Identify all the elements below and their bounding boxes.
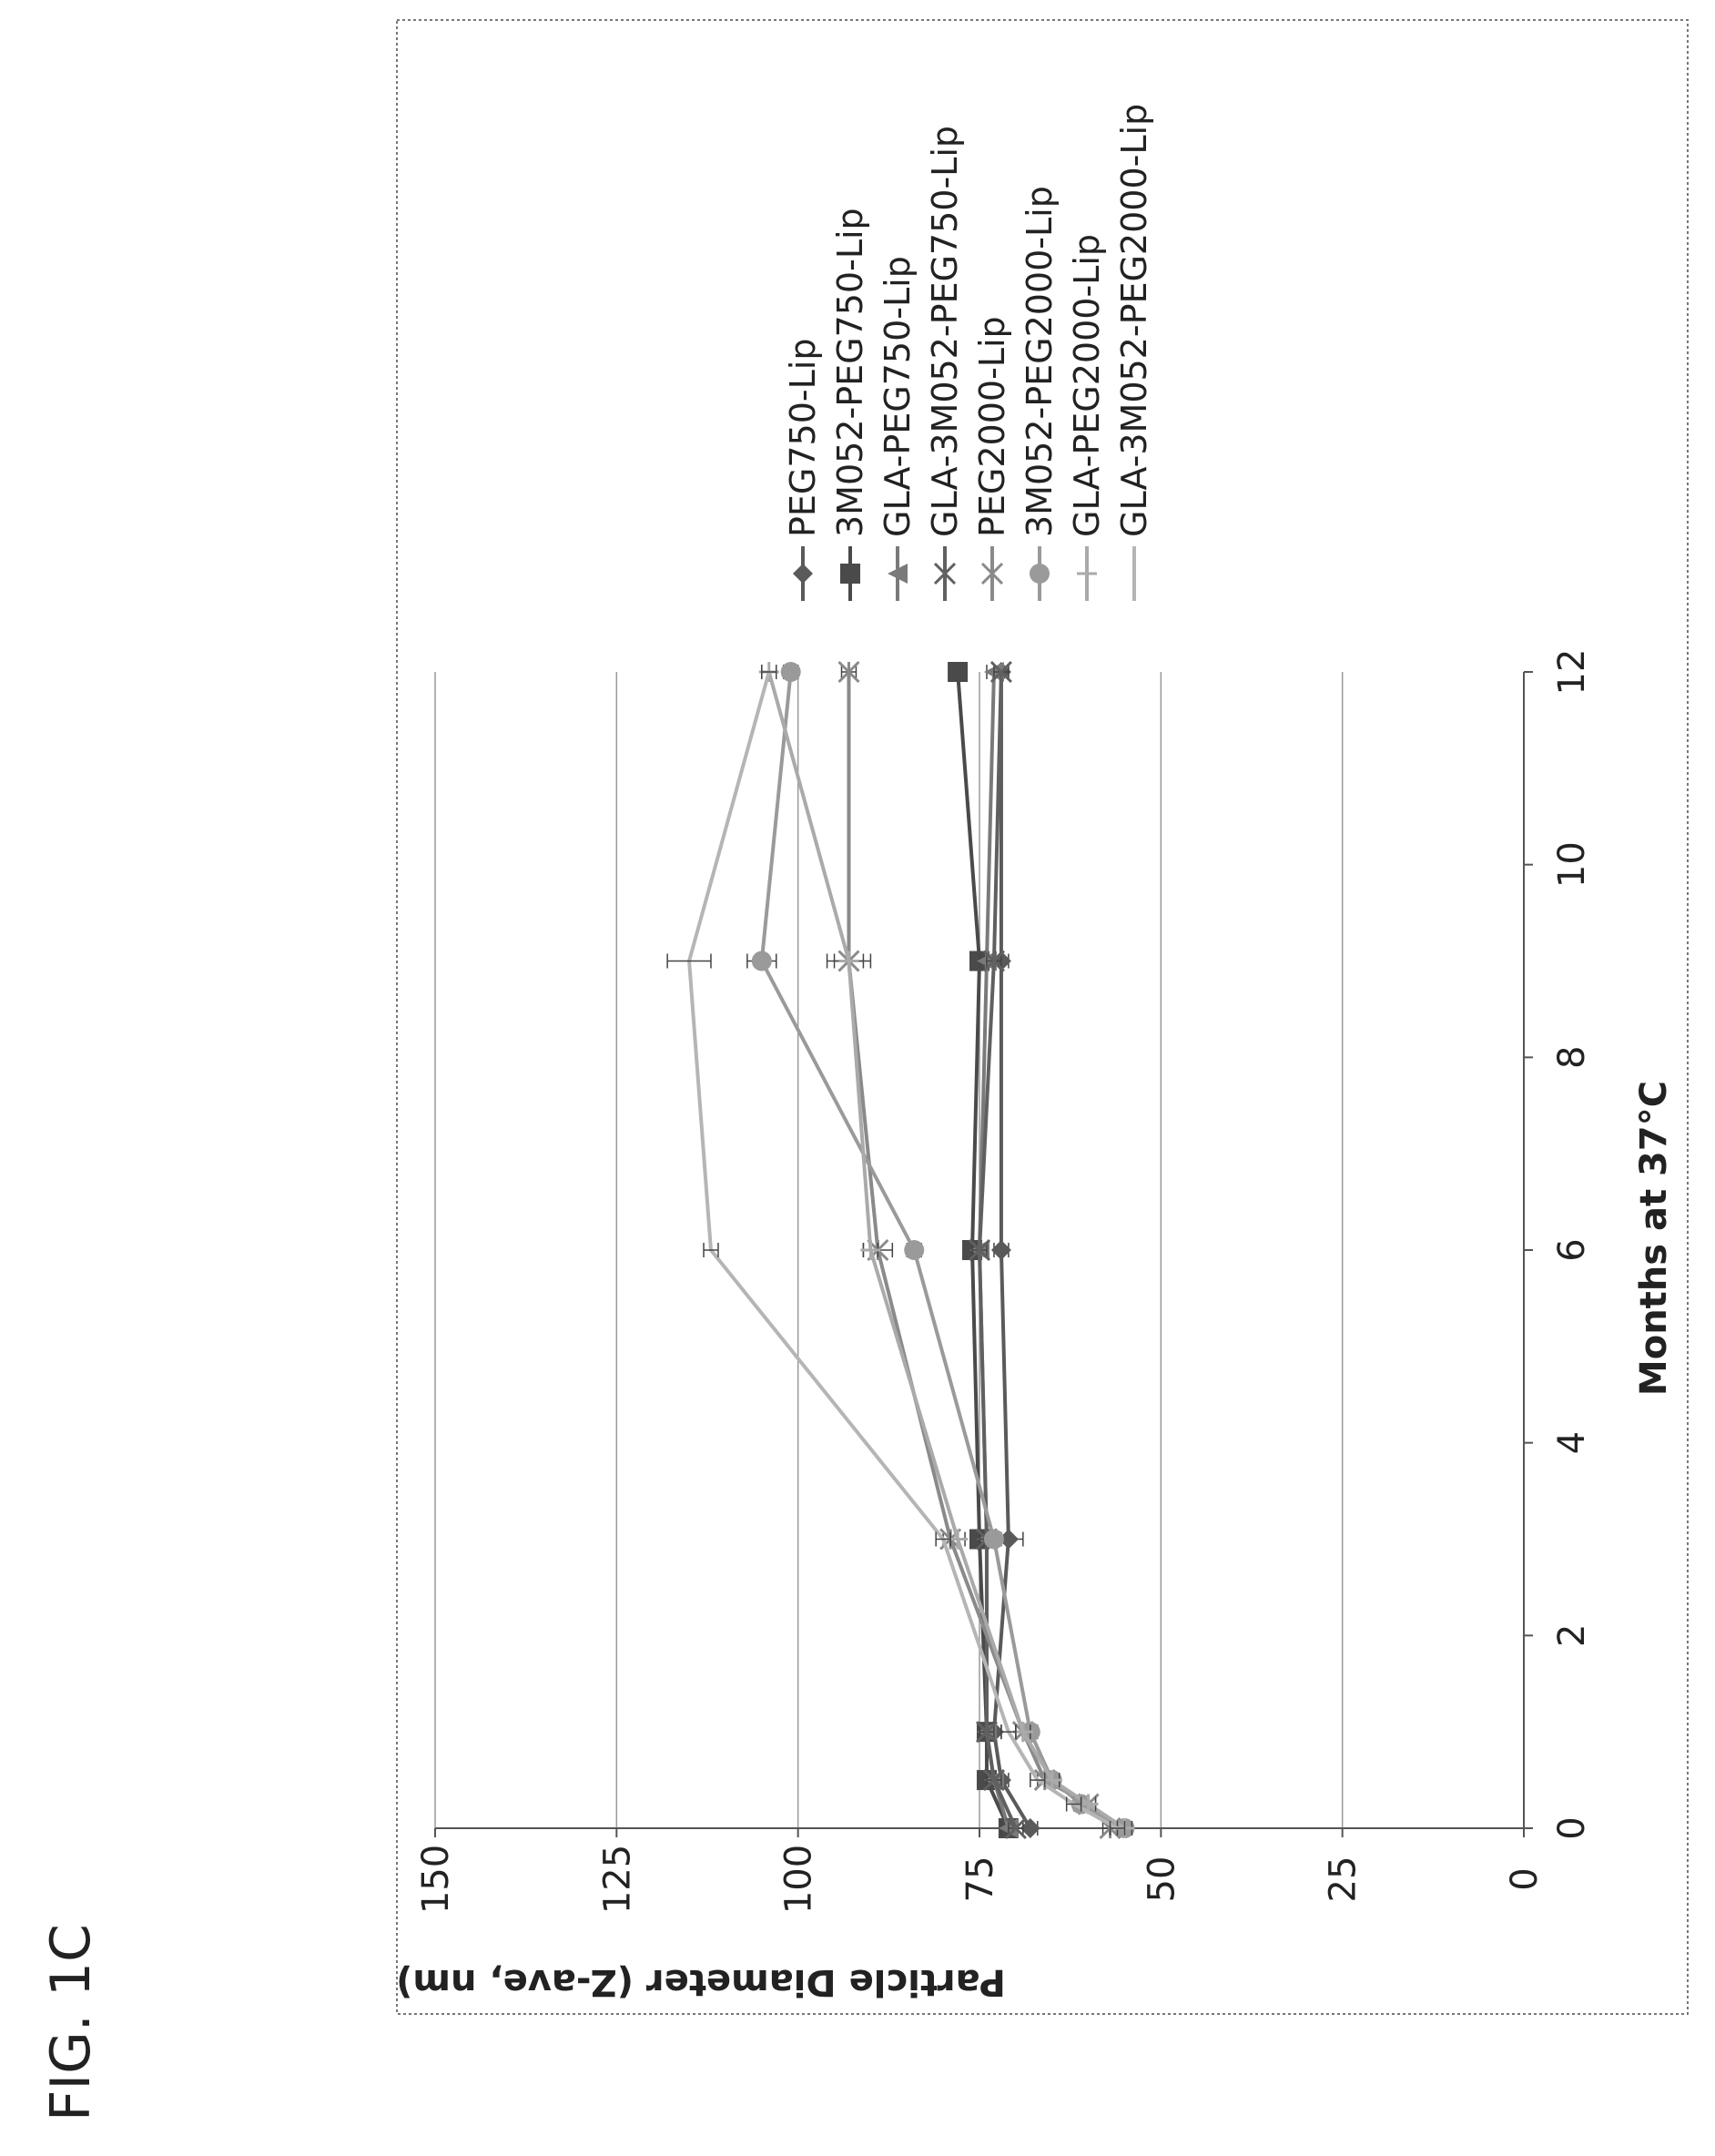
chart-frame xyxy=(396,19,1689,2015)
x-tick-label: 10 xyxy=(1551,841,1593,888)
legend-item: GLA-3M052-PEG2000-Lip xyxy=(1114,104,1154,601)
legend-item: PEG2000-Lip xyxy=(972,316,1012,601)
x-tick-label: 12 xyxy=(1551,649,1593,696)
data-point xyxy=(837,660,860,684)
x-tick-label: 0 xyxy=(1551,1816,1593,1839)
x-tick-label: 2 xyxy=(1551,1624,1593,1647)
legend-item: GLA-PEG2000-Lip xyxy=(1067,234,1107,601)
legend-item: GLA-PEG750-Lip xyxy=(878,256,918,601)
gridlines xyxy=(434,672,1344,1828)
legend-item: 3M052-PEG750-Lip xyxy=(830,208,870,601)
data-point xyxy=(968,1238,991,1262)
series-line xyxy=(766,671,1126,1830)
x-tick-label: 6 xyxy=(1551,1238,1593,1261)
y-tick-label: 0 xyxy=(1504,1867,1546,1890)
data-point xyxy=(989,660,1012,684)
data-point xyxy=(793,564,813,584)
x-axis-title: Months at 37°C xyxy=(1633,1081,1675,1396)
data-point xyxy=(1077,564,1097,584)
legend-item: PEG750-Lip xyxy=(783,339,823,601)
data-point xyxy=(1004,1816,1027,1840)
data-point xyxy=(982,950,1006,972)
y-tick-label: 50 xyxy=(1141,1856,1182,1903)
data-point xyxy=(840,564,860,584)
legend-label: 3M052-PEG750-Lip xyxy=(830,208,870,537)
y-tick-label: 150 xyxy=(415,1845,457,1914)
data-point xyxy=(780,662,801,682)
series-line xyxy=(687,671,1119,1830)
legend-label: GLA-PEG750-Lip xyxy=(878,256,918,537)
data-point xyxy=(948,662,969,682)
data-point xyxy=(1030,564,1050,584)
data-point xyxy=(888,564,908,584)
x-tick-label: 4 xyxy=(1551,1431,1593,1454)
data-point xyxy=(860,1240,881,1260)
data-point xyxy=(982,1769,1006,1792)
legend: PEG750-Lip 3M052-PEG750-Lip GLA-PEG750-Lip… xyxy=(783,104,1154,601)
series-layer xyxy=(666,660,1135,1840)
data-point xyxy=(933,562,957,585)
series-gla-peg2000-lip xyxy=(758,662,1135,1838)
legend-label: GLA-3M052-PEG750-Lip xyxy=(925,126,965,537)
data-point xyxy=(983,1529,1004,1550)
data-point xyxy=(990,1240,1011,1260)
legend-label: GLA-PEG2000-Lip xyxy=(1067,234,1107,537)
tick-labels: 0 25 50 75 100 125 150 0 2 4 6 8 10 12 xyxy=(415,649,1593,1915)
legend-label: PEG750-Lip xyxy=(783,339,823,537)
legend-label: 3M052-PEG2000-Lip xyxy=(1020,186,1060,537)
legend-item: 3M052-PEG2000-Lip xyxy=(1020,186,1060,601)
legend-label: GLA-3M052-PEG2000-Lip xyxy=(1114,104,1154,537)
y-tick-label: 25 xyxy=(1323,1856,1365,1903)
series-peg750-lip xyxy=(983,662,1040,1838)
y-tick-label: 75 xyxy=(959,1856,1001,1903)
series-3m052-peg2000-lip xyxy=(746,662,1135,1838)
data-point xyxy=(980,562,1004,585)
data-point xyxy=(1020,1818,1040,1838)
data-point xyxy=(751,951,772,971)
y-tick-label: 125 xyxy=(596,1845,638,1914)
series-gla-3m052-peg2000-lip xyxy=(666,665,1126,1836)
data-point xyxy=(904,1240,925,1260)
data-point xyxy=(998,1529,1019,1550)
data-point xyxy=(838,951,859,971)
data-point xyxy=(975,1721,999,1744)
legend-item: GLA-3M052-PEG750-Lip xyxy=(925,126,965,601)
legend-label: PEG2000-Lip xyxy=(972,316,1012,537)
y-axis-title: Particle Diameter (Z-ave, nm) xyxy=(396,1961,1006,2003)
axes xyxy=(434,671,1533,1837)
y-tick-label: 100 xyxy=(778,1845,820,1914)
figure-label: FIG. 1C xyxy=(39,1924,103,2121)
x-tick-label: 8 xyxy=(1551,1046,1593,1069)
